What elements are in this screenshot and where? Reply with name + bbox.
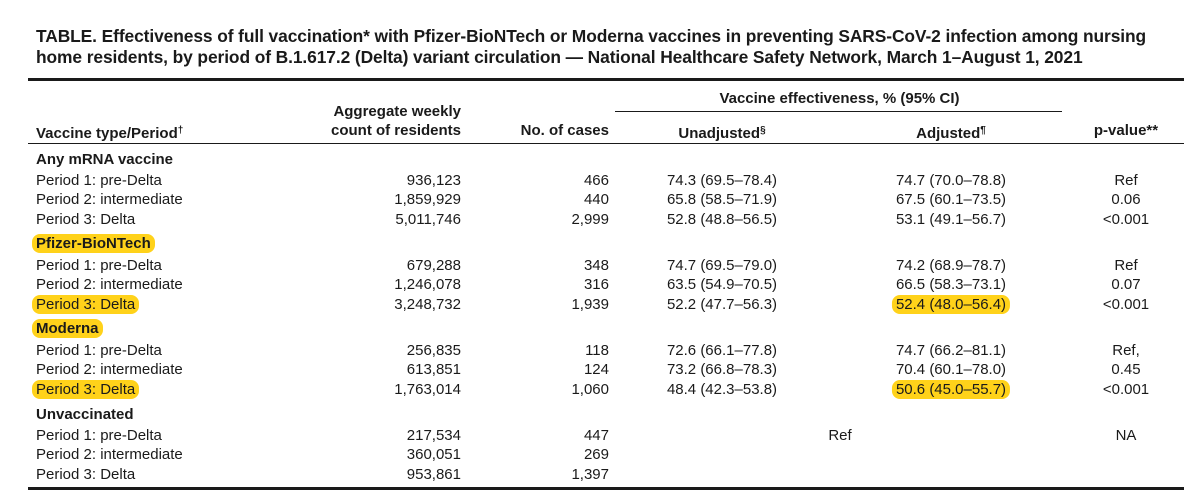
adjusted-ve: 70.4 (60.1–78.0) <box>895 361 1007 378</box>
p-value: 0.06 <box>1111 191 1141 208</box>
adjusted-ve: 66.5 (58.3–73.1) <box>895 276 1007 293</box>
adjusted-ve: 67.5 (60.1–73.5) <box>895 191 1007 208</box>
period-label: Period 2: intermediate <box>36 446 183 463</box>
adjusted-ve-highlighted: 52.4 (48.0–56.4) <box>891 295 1011 314</box>
agg-count: 256,835 <box>406 342 461 359</box>
period-label: Period 3: Delta <box>36 211 136 228</box>
table-row: Period 2: intermediate 613,851 124 73.2 … <box>0 360 1200 379</box>
period-label-highlighted: Period 3: Delta <box>32 380 140 399</box>
p-value: 0.45 <box>1111 361 1141 378</box>
period-label-highlighted: Period 3: Delta <box>32 295 140 314</box>
unadjusted-ve: 48.4 (42.3–53.8) <box>666 381 778 398</box>
header-rule <box>28 143 1184 144</box>
period-label: Period 2: intermediate <box>36 191 183 208</box>
case-count: 316 <box>583 276 609 293</box>
period-label: Period 3: Delta <box>36 466 136 483</box>
cases-header: No. of cases <box>520 122 609 139</box>
p-value: Ref, <box>1112 342 1140 359</box>
period-label: Period 1: pre-Delta <box>36 427 162 444</box>
case-count: 118 <box>585 342 609 359</box>
case-count: 1,939 <box>571 296 609 313</box>
table-row: Period 3: Delta 3,248,732 1,939 52.2 (47… <box>0 295 1200 314</box>
agg-count: 613,851 <box>406 361 461 378</box>
agg-count: 953,861 <box>406 466 461 483</box>
period-label: Period 1: pre-Delta <box>36 257 162 274</box>
case-count: 466 <box>583 172 609 189</box>
unadjusted-ve: 74.3 (69.5–78.4) <box>666 172 778 189</box>
unadjusted-ve: 63.5 (54.9–70.5) <box>666 276 778 293</box>
ve-reference: Ref <box>828 427 852 444</box>
bottom-rule <box>28 487 1184 490</box>
agg-count: 1,859,929 <box>394 191 461 208</box>
p-value: Ref <box>1114 257 1138 274</box>
unadjusted-ve: 73.2 (66.8–78.3) <box>666 361 778 378</box>
pvalue-header: p-value** <box>1093 122 1159 139</box>
group-label-highlighted: Moderna <box>32 319 103 338</box>
group-row: Pfizer-BioNTech <box>0 234 1200 253</box>
case-count: 2,999 <box>571 211 609 228</box>
table-row: Period 1: pre-Delta 936,123 466 74.3 (69… <box>0 171 1200 190</box>
table-row: Period 2: intermediate 1,859,929 440 65.… <box>0 190 1200 209</box>
agg-header: Aggregate weekly count of residents <box>330 103 461 139</box>
unadjusted-ve: 65.8 (58.5–71.9) <box>666 191 778 208</box>
table-title: TABLE. Effectiveness of full vaccination… <box>36 26 1147 67</box>
case-count: 269 <box>583 446 609 463</box>
ve-group-header: Vaccine effectiveness, % (95% CI) <box>719 90 960 107</box>
unadjusted-header: Unadjusted§ <box>678 125 766 142</box>
adjusted-ve: 74.7 (66.2–81.1) <box>895 342 1007 359</box>
period-label: Period 1: pre-Delta <box>36 172 162 189</box>
table-row: Period 1: pre-Delta 256,835 118 72.6 (66… <box>0 341 1200 360</box>
adjusted-header: Adjusted¶ <box>916 125 986 142</box>
agg-count: 936,123 <box>406 172 461 189</box>
p-value: <0.001 <box>1102 296 1150 313</box>
ve-group-rule <box>615 111 1062 112</box>
table-row: Period 1: pre-Delta 217,534 447 Ref NA <box>0 426 1200 445</box>
agg-count: 1,246,078 <box>394 276 461 293</box>
case-count: 124 <box>583 361 609 378</box>
unadjusted-ve: 52.2 (47.7–56.3) <box>666 296 778 313</box>
top-rule <box>28 78 1184 81</box>
agg-count: 217,534 <box>406 427 461 444</box>
table-row: Period 2: intermediate 1,246,078 316 63.… <box>0 275 1200 294</box>
group-label: Unvaccinated <box>36 406 134 423</box>
p-value: NA <box>1115 427 1137 444</box>
p-value: <0.001 <box>1102 211 1150 228</box>
group-row: Unvaccinated <box>0 405 1200 424</box>
agg-count: 3,248,732 <box>394 296 461 313</box>
group-row: Any mRNA vaccine <box>0 150 1200 169</box>
adjusted-ve: 53.1 (49.1–56.7) <box>895 211 1007 228</box>
vaccine-type-header: Vaccine type/Period† <box>36 125 184 142</box>
adjusted-ve: 74.7 (70.0–78.8) <box>895 172 1007 189</box>
period-label: Period 2: intermediate <box>36 276 183 293</box>
case-count: 348 <box>583 257 609 274</box>
adjusted-ve: 74.2 (68.9–78.7) <box>895 257 1007 274</box>
period-label: Period 2: intermediate <box>36 361 183 378</box>
group-label: Any mRNA vaccine <box>36 151 173 168</box>
agg-count: 679,288 <box>406 257 461 274</box>
table-row: Period 2: intermediate 360,051 269 <box>0 445 1200 464</box>
adjusted-ve-highlighted: 50.6 (45.0–55.7) <box>891 380 1011 399</box>
unadjusted-ve: 52.8 (48.8–56.5) <box>666 211 778 228</box>
agg-count: 5,011,746 <box>395 211 461 228</box>
case-count: 447 <box>583 427 609 444</box>
unadjusted-ve: 72.6 (66.1–77.8) <box>666 342 778 359</box>
case-count: 1,060 <box>571 381 609 398</box>
p-value: <0.001 <box>1102 381 1150 398</box>
agg-count: 1,763,014 <box>394 381 461 398</box>
p-value: Ref <box>1114 172 1138 189</box>
table-row: Period 1: pre-Delta 679,288 348 74.7 (69… <box>0 256 1200 275</box>
group-label-highlighted: Pfizer-BioNTech <box>32 234 155 253</box>
case-count: 1,397 <box>571 466 609 483</box>
table-row: Period 3: Delta 953,861 1,397 <box>0 465 1200 484</box>
table-row: Period 3: Delta 5,011,746 2,999 52.8 (48… <box>0 210 1200 229</box>
agg-count: 360,051 <box>406 446 461 463</box>
case-count: 440 <box>583 191 609 208</box>
group-row: Moderna <box>0 319 1200 338</box>
table-row: Period 3: Delta 1,763,014 1,060 48.4 (42… <box>0 380 1200 399</box>
period-label: Period 1: pre-Delta <box>36 342 162 359</box>
p-value: 0.07 <box>1111 276 1141 293</box>
unadjusted-ve: 74.7 (69.5–79.0) <box>666 257 778 274</box>
